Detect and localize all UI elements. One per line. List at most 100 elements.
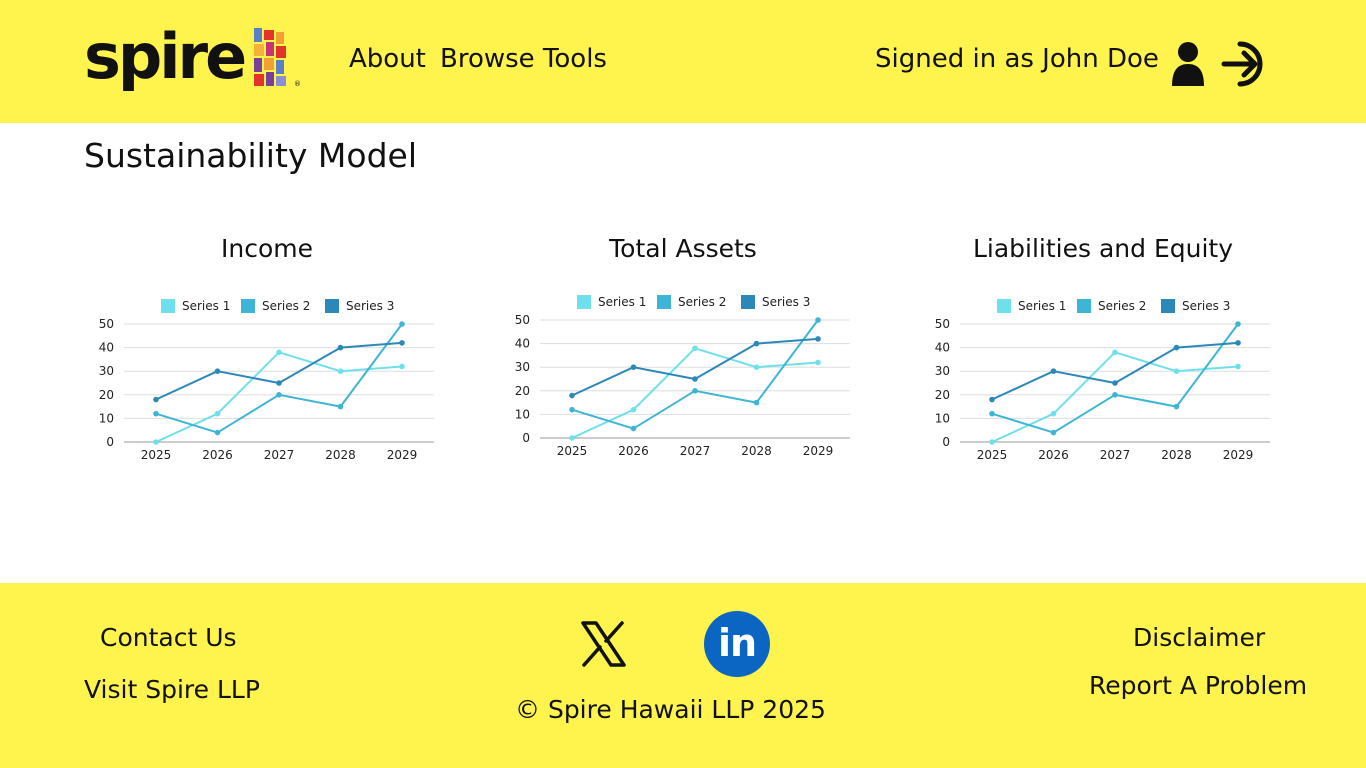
income-chart-svg: Series 1 Series 2 Series 3 0 10 20 30 40 50 2025 2… (99, 299, 434, 462)
y-tick-label: 50 (99, 317, 114, 331)
data-point (399, 321, 405, 327)
y-tick-label: 20 (515, 384, 530, 398)
legend-swatch (241, 299, 255, 313)
x-tick-label: 2027 (264, 448, 295, 462)
data-point (753, 399, 760, 406)
series-line-2 (155, 323, 403, 434)
y-tick-label: 50 (515, 313, 530, 327)
data-point (399, 363, 405, 370)
data-point (815, 317, 821, 323)
data-point (276, 392, 282, 398)
x-twitter-icon[interactable] (580, 621, 626, 667)
data-point (1112, 392, 1118, 398)
data-point (569, 406, 575, 413)
legend-label: Series 2 (678, 295, 726, 309)
legend-label: Series 3 (1182, 299, 1230, 313)
data-point (1050, 410, 1057, 417)
legend-label: Series 3 (762, 295, 810, 309)
data-point (153, 410, 159, 417)
y-tick-label: 20 (935, 388, 950, 402)
data-point (1050, 429, 1057, 436)
data-point (153, 396, 159, 403)
x-tick-label: 2027 (680, 444, 711, 458)
y-tick-label: 50 (935, 317, 950, 331)
y-tick-label: 10 (515, 407, 530, 421)
disclaimer-link[interactable]: Disclaimer (1133, 623, 1266, 652)
report-problem-link[interactable]: Report A Problem (1089, 671, 1308, 700)
data-point (692, 388, 698, 394)
data-point (630, 406, 637, 413)
sign-in-icon[interactable] (1220, 38, 1272, 90)
y-tick-label: 30 (99, 364, 114, 378)
total-assets-chart-svg: Series 1 Series 2 Series 3 0 10 20 30 40 50 2025 2… (515, 295, 850, 458)
linkedin-icon[interactable]: in (704, 611, 770, 677)
data-point (753, 364, 760, 370)
x-tick-label: 2026 (1038, 448, 1069, 462)
y-tick-label: 40 (515, 337, 530, 351)
data-point (753, 340, 760, 347)
data-point (1235, 321, 1241, 327)
footer-bar: Contact Us Visit Spire LLP in © Spire Ha… (0, 583, 1366, 768)
page-title: Sustainability Model (84, 136, 418, 175)
chart-title: Total Assets (609, 234, 757, 263)
data-point (214, 410, 221, 417)
y-tick-label: 10 (99, 411, 114, 425)
data-point (276, 380, 282, 386)
series-line-2 (571, 319, 819, 430)
chart-title: Income (221, 234, 313, 263)
data-point (1173, 368, 1180, 374)
y-tick-label: 0 (522, 431, 530, 445)
data-point (815, 359, 821, 366)
data-point (692, 376, 698, 382)
legend-label: Series 3 (346, 299, 394, 313)
data-point (1173, 403, 1180, 410)
data-point (337, 368, 344, 374)
legend-swatch (657, 295, 671, 309)
header-bar: spire ® About Browse Tools Signed in as … (0, 0, 1366, 123)
data-point (989, 396, 995, 403)
linkedin-circle (704, 611, 770, 677)
nav-browse-tools[interactable]: Browse Tools (440, 44, 607, 74)
y-tick-label: 0 (106, 435, 114, 449)
x-tick-label: 2028 (1161, 448, 1192, 462)
liabilities-equity-chart-svg: Series 1 Series 2 Series 3 0 10 20 30 40 50 2025 2… (935, 299, 1270, 462)
data-point (692, 345, 698, 352)
visit-spire-link[interactable]: Visit Spire LLP (84, 675, 260, 704)
legend-label: Series 2 (1098, 299, 1146, 313)
total-assets-chart: Total Assets Series 1 Series 2 Series 3 0 10… (500, 234, 866, 474)
contact-us-link[interactable]: Contact Us (100, 623, 237, 652)
x-tick-label: 2025 (557, 444, 588, 458)
nav-about[interactable]: About (349, 44, 426, 74)
user-icon[interactable] (1170, 40, 1206, 88)
x-tick-label: 2029 (387, 448, 418, 462)
data-point (1235, 340, 1241, 346)
y-tick-label: 40 (935, 341, 950, 355)
legend-swatch (1077, 299, 1091, 313)
y-tick-label: 30 (515, 360, 530, 374)
y-tick-label: 30 (935, 364, 950, 378)
data-point (815, 336, 821, 342)
legend-label: Series 1 (1018, 299, 1066, 313)
data-point (214, 429, 221, 436)
data-point (1112, 380, 1118, 386)
x-tick-label: 2026 (618, 444, 649, 458)
legend-label: Series 1 (182, 299, 230, 313)
spire-logo[interactable]: spire ® (84, 20, 301, 102)
x-tick-label: 2028 (325, 448, 356, 462)
legend-label: Series 1 (598, 295, 646, 309)
x-tick-label: 2027 (1100, 448, 1131, 462)
y-tick-label: 0 (942, 435, 950, 449)
y-tick-label: 40 (99, 341, 114, 355)
data-point (399, 340, 405, 346)
x-tick-label: 2026 (202, 448, 233, 462)
logo-text: spire (84, 20, 247, 93)
x-tick-label: 2025 (977, 448, 1008, 462)
legend-swatch (325, 299, 339, 313)
data-point (630, 364, 637, 370)
y-tick-label: 10 (935, 411, 950, 425)
chart-title: Liabilities and Equity (972, 234, 1234, 263)
data-point (214, 368, 221, 374)
legend-swatch (997, 299, 1011, 313)
data-point (337, 403, 344, 410)
